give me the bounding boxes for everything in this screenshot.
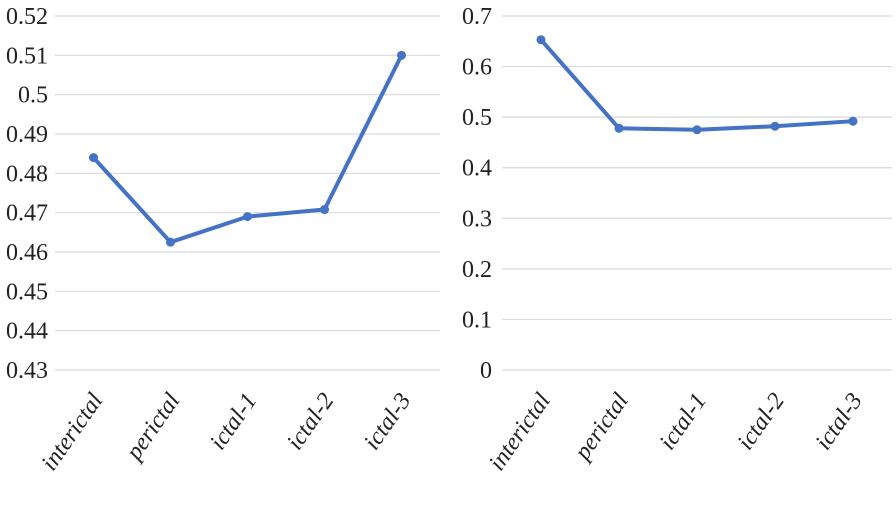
chart-left: 0.43 0.44 0.45 0.46 0.47 0.48 0.49 0.5 0.51 0.52 i… xyxy=(6,4,440,476)
x-tick-label: perictal xyxy=(120,388,185,466)
y-tick-label: 0.51 xyxy=(6,43,48,69)
data-point xyxy=(397,50,406,60)
y-tick-label: 0.52 xyxy=(6,4,48,30)
x-tick-label: interictal xyxy=(484,388,556,475)
data-point xyxy=(614,123,624,133)
data-point xyxy=(89,153,98,163)
y-tick-label: 0.43 xyxy=(6,358,48,384)
y-tick-label: 0.5 xyxy=(462,105,492,131)
data-point xyxy=(848,116,858,126)
x-tick-label: ictal-3 xyxy=(811,389,868,455)
y-tick-label: 0.5 xyxy=(18,83,48,109)
x-tick-label: ictal-2 xyxy=(733,389,790,455)
y-tick-label: 0.7 xyxy=(462,4,492,30)
y-tick-label: 0.2 xyxy=(462,257,492,283)
x-tick-label: ictal-1 xyxy=(655,389,712,455)
y-tick-label: 0.44 xyxy=(6,319,48,345)
y-tick-label: 0.46 xyxy=(6,240,48,266)
x-tick-label: perictal xyxy=(569,388,634,466)
data-point xyxy=(320,205,329,215)
y-tick-label: 0.45 xyxy=(6,279,48,305)
x-tick-label: ictal-2 xyxy=(282,389,339,455)
x-tick-label: ictal-3 xyxy=(359,389,416,455)
data-point xyxy=(770,121,780,131)
data-point xyxy=(243,212,252,222)
y-tick-label: 0 xyxy=(480,358,492,384)
x-tick-label: interictal xyxy=(37,388,109,475)
y-tick-label: 0.1 xyxy=(462,307,492,333)
x-tick-label: ictal-1 xyxy=(205,389,262,455)
y-tick-label: 0.48 xyxy=(6,161,48,187)
chart-right: 0 0.1 0.2 0.3 0.4 0.5 0.6 0.7 interictal perictal… xyxy=(462,4,892,476)
data-point xyxy=(692,125,702,135)
data-point xyxy=(166,237,175,247)
series-line xyxy=(539,37,855,132)
y-tick-label: 0.47 xyxy=(6,201,48,227)
data-point xyxy=(536,35,546,45)
y-tick-label: 0.3 xyxy=(462,206,492,232)
y-tick-label: 0.49 xyxy=(6,122,48,148)
y-tick-label: 0.6 xyxy=(462,55,492,81)
y-tick-label: 0.4 xyxy=(462,156,492,182)
